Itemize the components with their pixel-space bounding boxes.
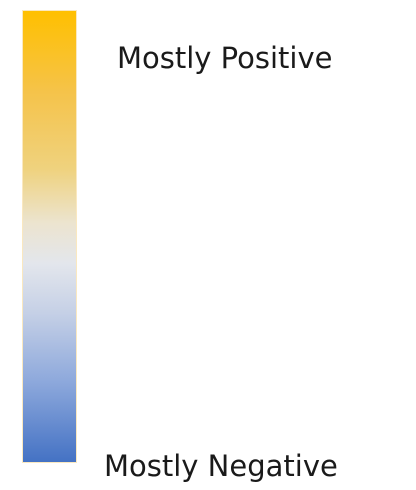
mostly-positive-label: Mostly Positive [117,41,333,75]
mostly-negative-label: Mostly Negative [104,449,338,483]
color-gradient-bar [22,10,77,463]
